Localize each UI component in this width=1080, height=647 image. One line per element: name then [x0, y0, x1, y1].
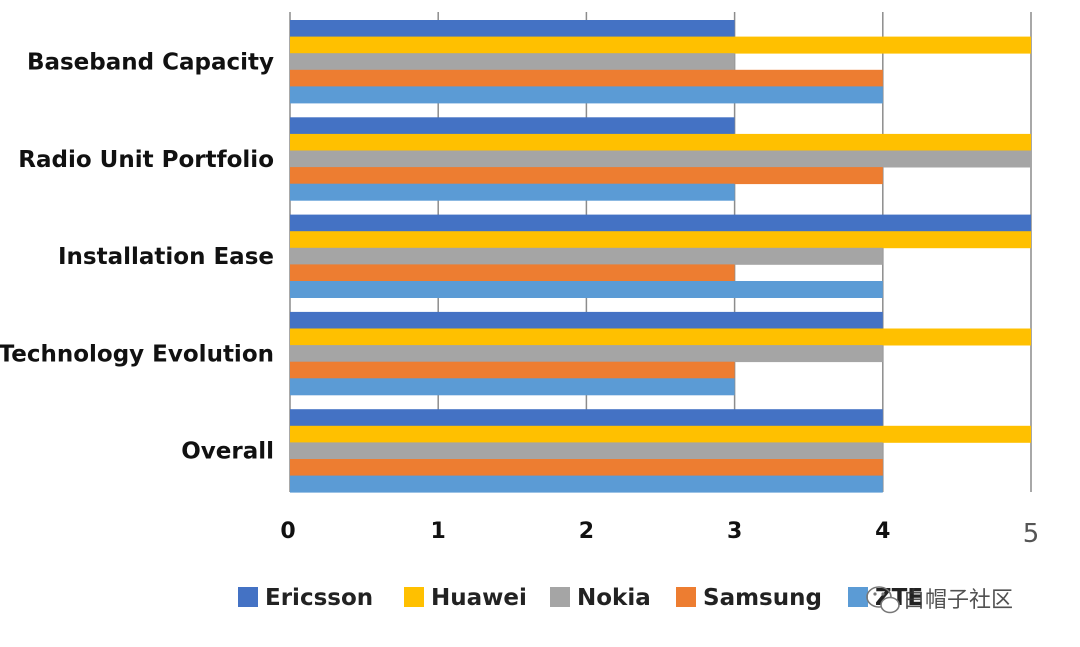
bar-samsung-2 — [290, 264, 735, 282]
bar-huawei-2 — [290, 231, 1031, 249]
bar-huawei-0 — [290, 36, 1031, 54]
bar-nokia-4 — [290, 442, 883, 460]
x-tick-label: 4 — [875, 519, 890, 544]
x-tick-label: 5 — [1023, 519, 1040, 549]
legend-swatch-zte — [848, 587, 868, 607]
legend-swatch-nokia — [550, 587, 570, 607]
bar-ericsson-2 — [290, 214, 1031, 232]
legend-swatch-huawei — [404, 587, 424, 607]
bar-ericsson-4 — [290, 409, 883, 427]
legend-label-samsung: Samsung — [703, 585, 822, 611]
bar-zte-4 — [290, 475, 883, 493]
bar-samsung-1 — [290, 167, 883, 185]
x-tick-labels: 0 1 2 3 4 5 — [280, 519, 1039, 549]
category-labels: Baseband Capacity Radio Unit Portfolio Ins… — [0, 50, 274, 465]
bar-huawei-4 — [290, 425, 1031, 443]
category-label: Radio Unit Portfolio — [18, 147, 274, 173]
bar-nokia-0 — [290, 53, 735, 71]
category-label: Installation Ease — [58, 244, 274, 270]
x-tick-label: 1 — [431, 519, 446, 544]
wechat-icon — [866, 586, 900, 614]
bar-samsung-0 — [290, 69, 883, 87]
bar-nokia-3 — [290, 345, 883, 363]
legend-label-ericsson: Ericsson — [265, 585, 373, 611]
bars — [290, 20, 1031, 493]
category-label: Technology Evolution — [0, 341, 274, 367]
bar-zte-0 — [290, 86, 883, 104]
x-tick-label: 3 — [727, 519, 742, 544]
legend-swatch-samsung — [676, 587, 696, 607]
bar-huawei-1 — [290, 133, 1031, 151]
bar-nokia-1 — [290, 150, 1031, 168]
category-label: Overall — [181, 439, 274, 465]
bar-zte-3 — [290, 378, 735, 396]
bar-nokia-2 — [290, 247, 883, 265]
bar-zte-2 — [290, 281, 883, 298]
bar-samsung-3 — [290, 361, 735, 379]
bar-samsung-4 — [290, 459, 883, 476]
legend-label-nokia: Nokia — [577, 585, 651, 611]
legend-label-huawei: Huawei — [431, 585, 527, 611]
legend: Ericsson Huawei Nokia Samsung ZTE — [238, 585, 923, 611]
bar-zte-1 — [290, 183, 735, 201]
x-tick-label: 2 — [579, 519, 594, 544]
watermark-text: 白帽子社区 — [903, 588, 1013, 613]
bar-ericsson-0 — [290, 20, 735, 37]
category-label: Baseband Capacity — [27, 50, 274, 76]
bar-huawei-3 — [290, 328, 1031, 346]
watermark: 白帽子社区 — [866, 586, 1013, 614]
bar-ericsson-1 — [290, 117, 735, 135]
bar-ericsson-3 — [290, 311, 883, 329]
x-tick-label: 0 — [280, 519, 295, 544]
legend-swatch-ericsson — [238, 587, 258, 607]
